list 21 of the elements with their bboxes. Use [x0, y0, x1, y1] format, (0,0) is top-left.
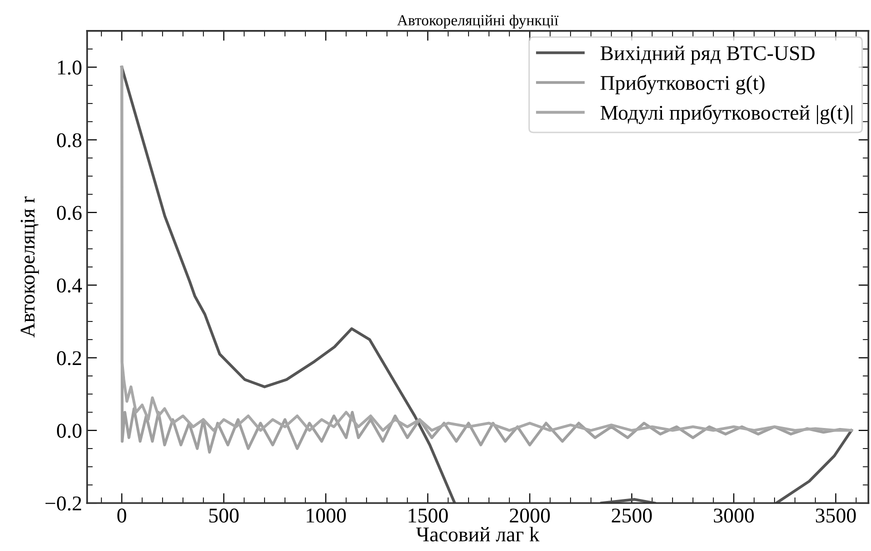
- legend-label: Прибутковості g(t): [600, 74, 765, 94]
- y-tick-label: 0.6: [56, 206, 82, 220]
- x-tick-label: 1000: [306, 508, 346, 523]
- x-tick-label: 0: [117, 508, 126, 523]
- x-axis-title: Часовий лаг k: [416, 526, 540, 542]
- x-tick-label: 3000: [714, 508, 754, 523]
- y-tick-label: 1.0: [58, 60, 82, 75]
- x-tick-label: 3500: [816, 508, 856, 523]
- y-tick-label: 0.0: [56, 424, 82, 438]
- y-tick-label: 0.4: [56, 278, 82, 293]
- x-tick-label: 500: [209, 508, 239, 523]
- legend-label: Модулі прибутковостей |g(t)|: [600, 104, 852, 124]
- y-tick-label: 0.8: [56, 133, 82, 148]
- x-tick-label: 1500: [408, 508, 448, 523]
- y-axis-title: Автокореляція r: [20, 196, 39, 338]
- x-tick-label: 2000: [510, 508, 550, 523]
- y-tick-label: 0.2: [56, 351, 82, 366]
- y-tick-label: −0.2: [45, 496, 82, 511]
- x-tick-label: 2500: [612, 508, 652, 523]
- chart-title: Автокореляційні функції: [397, 14, 558, 29]
- legend-label: Вихідний ряд BTC-USD: [600, 46, 815, 64]
